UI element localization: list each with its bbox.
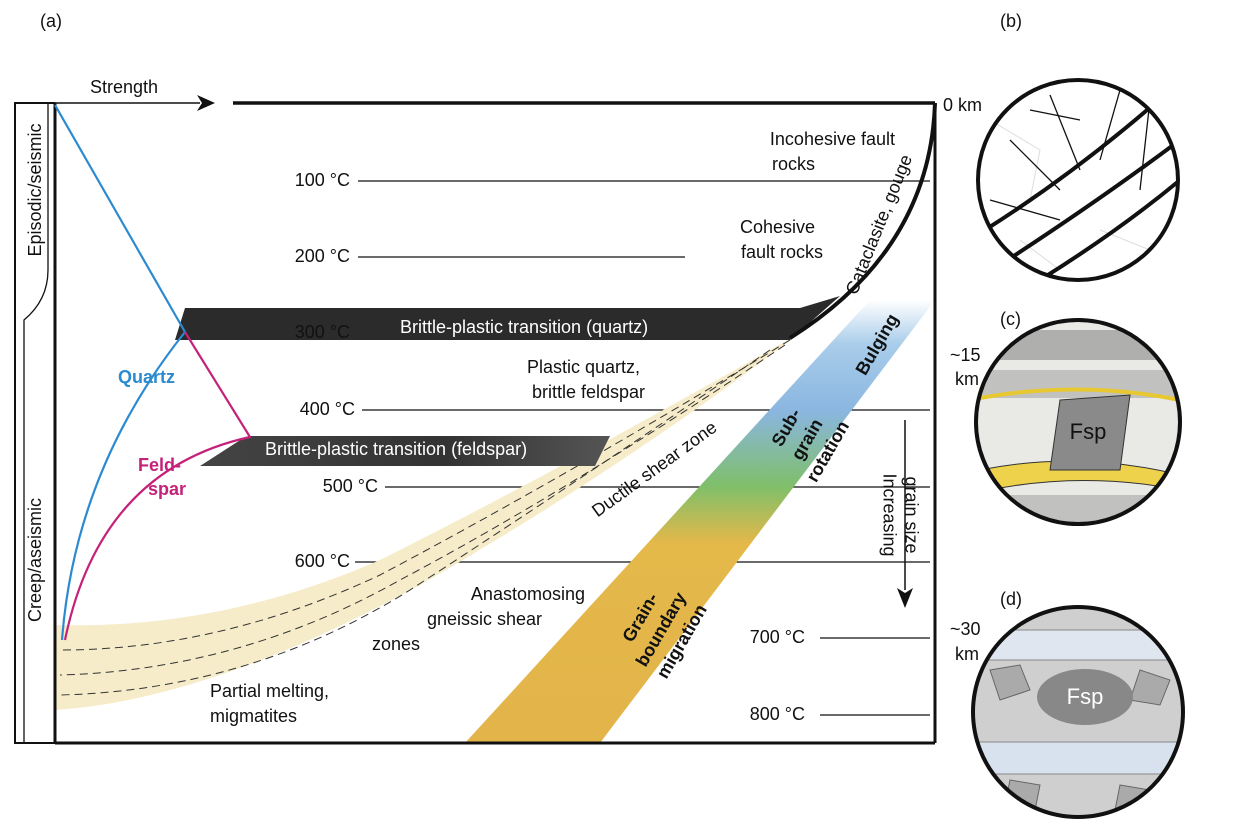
zone-label: Cohesive — [740, 217, 815, 237]
mineral-label: Fsp — [1070, 419, 1107, 444]
curve-label: Quartz — [118, 367, 175, 387]
zone-label: Brittle-plastic transition (feldspar) — [265, 439, 527, 459]
zone-label: Partial melting, — [210, 681, 329, 701]
zone-label: gneissic shear — [427, 609, 542, 629]
panel-label: (d) — [1000, 589, 1022, 609]
temperature-label: 400 °C — [300, 399, 355, 419]
depth-label: km — [955, 369, 979, 389]
temperature-label: 200 °C — [295, 246, 350, 266]
axis-label: Strength — [90, 77, 158, 97]
temperature-label: 800 °C — [750, 704, 805, 724]
zone-label: Anastomosing — [471, 584, 585, 604]
depth-label: km — [955, 644, 979, 664]
grain-size-line: Increasing — [879, 473, 899, 556]
temperature-label: 600 °C — [295, 551, 350, 571]
temperature-label: 700 °C — [750, 627, 805, 647]
grain-size-line: grain size — [901, 476, 921, 553]
zone-label: brittle feldspar — [532, 382, 645, 402]
zone-label: Incohesive fault — [770, 129, 895, 149]
temperature-label: 500 °C — [323, 476, 378, 496]
temperature-label: 100 °C — [295, 170, 350, 190]
regime-label: Creep/aseismic — [25, 498, 45, 622]
zone-label: zones — [372, 634, 420, 654]
depth-label: 0 km — [943, 95, 982, 115]
mineral-label: Fsp — [1067, 684, 1104, 709]
figure: (a) (b) (c) (d) Strength 0 km ~15 km ~30… — [0, 0, 1248, 826]
grain-size-label: Increasing grain size — [879, 473, 921, 556]
zone-label: Cataclasite, gouge — [842, 152, 916, 298]
zone-label: Plastic quartz, — [527, 357, 640, 377]
panel-label: (c) — [1000, 309, 1021, 329]
zone-label: rocks — [772, 154, 815, 174]
curve-label: Feld- — [138, 455, 181, 475]
panel-label: (a) — [40, 11, 62, 31]
panel-label: (b) — [1000, 11, 1022, 31]
depth-label: ~15 — [950, 345, 981, 365]
regime-label: Episodic/seismic — [25, 123, 45, 256]
micrograph-c: Fsp — [970, 315, 1190, 535]
curve-label: spar — [148, 479, 186, 499]
zone-label: fault rocks — [741, 242, 823, 262]
zone-label: migmatites — [210, 706, 297, 726]
zone-label: Brittle-plastic transition (quartz) — [400, 317, 648, 337]
micrograph-b — [970, 70, 1190, 290]
depth-label: ~30 — [950, 619, 981, 639]
temperature-label: 300 °C — [295, 322, 350, 342]
